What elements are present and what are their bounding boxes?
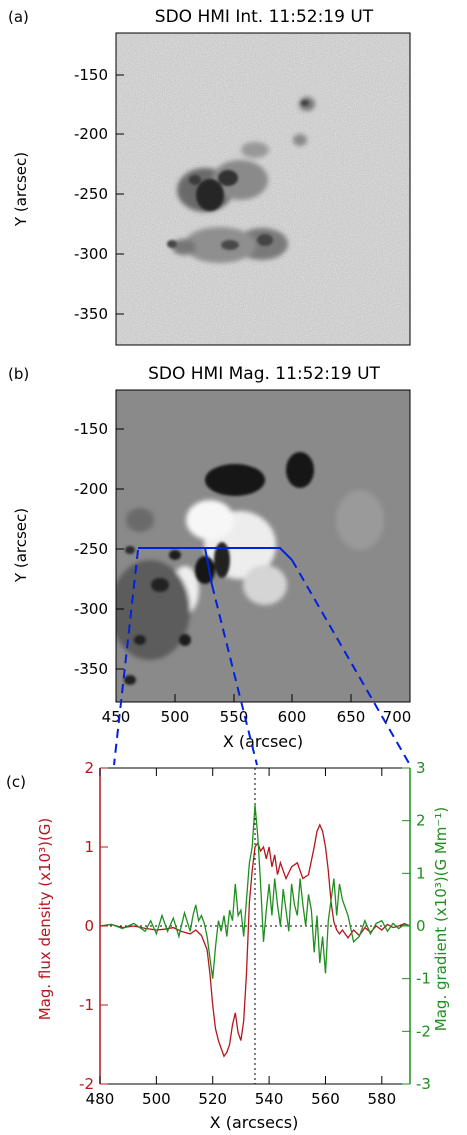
gradient-line xyxy=(99,804,411,979)
flux-density-line xyxy=(99,823,411,1058)
x-tick-label: 560 xyxy=(311,1090,340,1108)
panel-a-letter: (a) xyxy=(8,8,29,26)
y-tick-label-right: 2 xyxy=(416,812,426,830)
slit-path-east xyxy=(205,547,293,561)
panel-b-yaxis: -150 -200 -250 -300 -350 Y (arcsec) xyxy=(12,420,124,678)
continuum-image xyxy=(116,33,410,345)
y-tick-label-right: -3 xyxy=(416,1075,431,1093)
y-tick-label-right: 0 xyxy=(416,917,426,935)
x-tick-label: 500 xyxy=(142,1090,171,1108)
x-tick-label: 480 xyxy=(86,1090,115,1108)
x-tick-label: 450 xyxy=(102,708,131,726)
y-tick-label-right: 3 xyxy=(416,759,426,777)
x-tick-label: 600 xyxy=(278,708,307,726)
panel-b-letter: (b) xyxy=(8,365,29,383)
y-tick-label: -250 xyxy=(74,185,108,203)
y-tick-label: -350 xyxy=(74,305,108,323)
panel-a-title: SDO HMI Int. 11:52:19 UT xyxy=(155,7,374,27)
panel-c-xlabel: X (arcsecs) xyxy=(210,1113,299,1132)
magnetogram-image xyxy=(116,390,410,702)
y-tick-label: -200 xyxy=(74,480,108,498)
y-tick-label-left: 2 xyxy=(84,759,94,777)
y-tick-label: -200 xyxy=(74,125,108,143)
y-tick-label: -150 xyxy=(74,66,108,84)
flux-gradient-chart: 480 500 520 540 560 580 2 1 0 -1 -2 3 2 1 0 -1 -2 -3 xyxy=(79,759,431,1108)
panel-c-ylabel-left: Mag. flux density (x10³)(G) xyxy=(36,818,54,1021)
panel-a-ylabel: Y (arcsec) xyxy=(12,152,30,227)
x-tick-label: 580 xyxy=(367,1090,396,1108)
x-tick-label: 540 xyxy=(255,1090,284,1108)
panel-c: (c) 480 500 520 540 560 580210-1-23210-1-2-3 … xyxy=(6,759,450,1132)
y-tick-label: -300 xyxy=(74,245,108,263)
panel-b: (b) SDO HMI Mag. 11:52:19 UT xyxy=(8,364,411,751)
y-tick-label-right: 1 xyxy=(416,864,426,882)
y-tick-label-left: -1 xyxy=(79,996,94,1014)
y-tick-label-left: -2 xyxy=(79,1075,94,1093)
y-tick-label: -350 xyxy=(74,660,108,678)
x-tick-label: 700 xyxy=(383,708,412,726)
panel-b-ylabel: Y (arcsec) xyxy=(12,508,30,583)
x-tick-label: 650 xyxy=(337,708,366,726)
y-tick-label: -300 xyxy=(74,600,108,618)
panel-a-yaxis: -150 -200 -250 -300 -350 Y (arcsec) xyxy=(12,66,124,323)
zoom-connectors xyxy=(113,549,411,766)
y-tick-label-right: -2 xyxy=(416,1022,431,1040)
panel-a: (a) SDO HMI Int. 11:52:19 UT xyxy=(8,7,411,346)
y-tick-label-left: 0 xyxy=(84,917,94,935)
y-tick-label: -250 xyxy=(74,540,108,558)
y-tick-label-right: -1 xyxy=(416,970,431,988)
panel-b-title: SDO HMI Mag. 11:52:19 UT xyxy=(148,364,380,384)
x-tick-label: 520 xyxy=(198,1090,227,1108)
x-tick-label: 500 xyxy=(161,708,190,726)
panel-c-letter: (c) xyxy=(6,773,26,791)
y-tick-label: -150 xyxy=(74,420,108,438)
panel-c-ylabel-right: Mag. gradient (x10³)(G Mm⁻¹) xyxy=(432,807,450,1031)
y-tick-label-left: 1 xyxy=(84,838,94,856)
x-tick-label: 550 xyxy=(220,708,249,726)
panel-b-xlabel: X (arcsec) xyxy=(223,732,303,751)
panel-b-xaxis: 450 500 550 600 650 700 X (arcsec) xyxy=(102,694,412,751)
